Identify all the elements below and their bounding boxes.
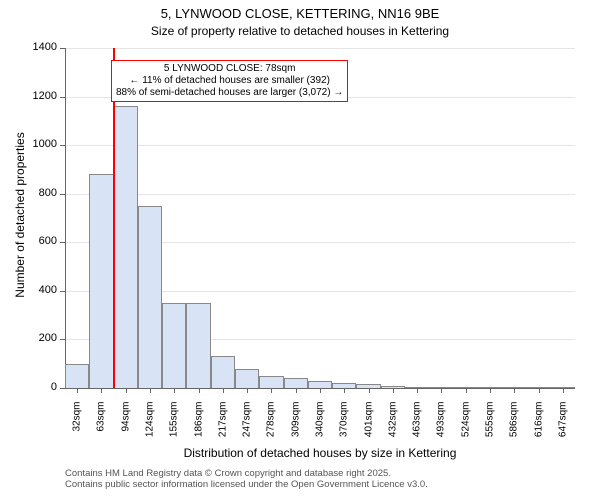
- x-tick-label: 555sqm: [485, 402, 496, 452]
- x-tick-label: 370sqm: [339, 402, 350, 452]
- x-tick: [369, 388, 370, 393]
- x-tick-label: 155sqm: [169, 402, 180, 452]
- x-tick: [199, 388, 200, 393]
- y-tick-label: 600: [17, 235, 57, 247]
- credit-line: Contains public sector information licen…: [65, 479, 428, 490]
- x-tick: [320, 388, 321, 393]
- histogram-bar: [138, 206, 162, 388]
- y-gridline: [65, 194, 575, 195]
- annotation-line: ← 11% of detached houses are smaller (39…: [116, 75, 343, 87]
- x-tick-label: 616sqm: [533, 402, 544, 452]
- y-tick-label: 1200: [17, 90, 57, 102]
- x-tick: [271, 388, 272, 393]
- histogram-bar: [308, 381, 332, 388]
- x-tick: [150, 388, 151, 393]
- x-tick-label: 524sqm: [460, 402, 471, 452]
- x-tick-label: 309sqm: [290, 402, 301, 452]
- x-tick: [393, 388, 394, 393]
- x-tick: [296, 388, 297, 393]
- x-tick: [126, 388, 127, 393]
- x-tick-label: 217sqm: [217, 402, 228, 452]
- x-tick-label: 340sqm: [315, 402, 326, 452]
- annotation-line: 5 LYNWOOD CLOSE: 78sqm: [116, 63, 343, 75]
- x-tick-label: 247sqm: [242, 402, 253, 452]
- chart-title-main: 5, LYNWOOD CLOSE, KETTERING, NN16 9BE: [0, 6, 600, 21]
- x-tick: [174, 388, 175, 393]
- histogram-bar: [186, 303, 210, 388]
- y-tick-label: 200: [17, 332, 57, 344]
- x-tick: [514, 388, 515, 393]
- x-tick-label: 493sqm: [436, 402, 447, 452]
- x-tick: [223, 388, 224, 393]
- annotation-line: 88% of semi-detached houses are larger (…: [116, 87, 343, 99]
- x-tick: [417, 388, 418, 393]
- x-tick: [77, 388, 78, 393]
- x-tick: [563, 388, 564, 393]
- histogram-bar: [235, 369, 259, 388]
- y-tick-label: 400: [17, 284, 57, 296]
- x-tick: [344, 388, 345, 393]
- x-tick-label: 124sqm: [145, 402, 156, 452]
- histogram-bar: [162, 303, 186, 388]
- histogram-bar: [284, 378, 308, 388]
- y-tick-label: 800: [17, 187, 57, 199]
- histogram-bar: [211, 356, 235, 388]
- y-tick-label: 1400: [17, 41, 57, 53]
- x-tick-label: 401sqm: [363, 402, 374, 452]
- x-tick-label: 586sqm: [509, 402, 520, 452]
- chart-title-sub: Size of property relative to detached ho…: [0, 24, 600, 38]
- y-axis-label: Number of detached properties: [13, 125, 27, 305]
- x-tick: [247, 388, 248, 393]
- histogram-bar: [65, 364, 89, 388]
- credits-text: Contains HM Land Registry data © Crown c…: [65, 468, 428, 491]
- x-tick-label: 186sqm: [193, 402, 204, 452]
- y-tick-label: 1000: [17, 138, 57, 150]
- y-gridline: [65, 48, 575, 49]
- x-tick: [101, 388, 102, 393]
- x-tick: [539, 388, 540, 393]
- plot-area: 5 LYNWOOD CLOSE: 78sqm← 11% of detached …: [65, 48, 575, 388]
- x-tick-label: 63sqm: [96, 402, 107, 452]
- x-tick-label: 278sqm: [266, 402, 277, 452]
- y-gridline: [65, 145, 575, 146]
- x-tick-label: 432sqm: [387, 402, 398, 452]
- y-axis-line: [65, 48, 66, 388]
- x-tick-label: 647sqm: [557, 402, 568, 452]
- histogram-bar: [114, 106, 138, 388]
- histogram-bar: [89, 174, 113, 388]
- annotation-box: 5 LYNWOOD CLOSE: 78sqm← 11% of detached …: [111, 60, 348, 102]
- histogram-bar: [259, 376, 283, 388]
- x-tick-label: 463sqm: [412, 402, 423, 452]
- credit-line: Contains HM Land Registry data © Crown c…: [65, 468, 428, 479]
- x-tick: [441, 388, 442, 393]
- x-tick-label: 94sqm: [120, 402, 131, 452]
- x-tick: [490, 388, 491, 393]
- x-tick: [466, 388, 467, 393]
- y-tick-label: 0: [17, 381, 57, 393]
- chart-container: 5, LYNWOOD CLOSE, KETTERING, NN16 9BE Si…: [0, 0, 600, 500]
- x-tick-label: 32sqm: [72, 402, 83, 452]
